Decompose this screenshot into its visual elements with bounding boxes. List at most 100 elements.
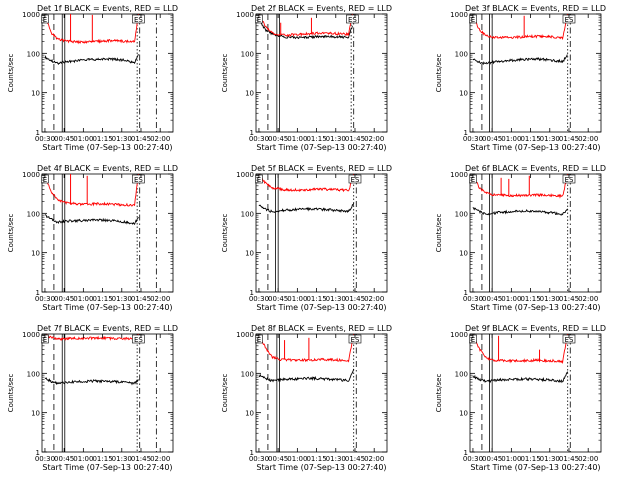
y-tick-label: 100 (27, 50, 40, 58)
y-axis-label: Counts/sec (435, 214, 443, 253)
x-tick-label: 02:00 (364, 455, 384, 463)
marker-label: E (257, 176, 261, 184)
x-tick-label: 01:00 (501, 295, 521, 303)
x-tick-label: 01:30 (540, 455, 560, 463)
x-axis-label: Start Time (07-Sep-13 00:27:40) (256, 463, 386, 472)
x-tick-label: 01:00 (501, 135, 521, 143)
x-tick-label: 01:00 (287, 295, 307, 303)
y-tick-label: 100 (455, 210, 468, 218)
x-axis-label: Start Time (07-Sep-13 00:27:40) (42, 143, 172, 152)
series-line-lld (258, 173, 355, 193)
y-tick-label: 10 (31, 90, 40, 98)
y-axis-label: Counts/sec (221, 54, 229, 93)
x-axis-label: Start Time (07-Sep-13 00:27:40) (42, 463, 172, 472)
x-tick-label: 00:30 (35, 135, 55, 143)
x-tick-label: 01:00 (73, 455, 93, 463)
plot-frame (41, 333, 174, 453)
detector-panel-5: E ES 1 10 100 1000 00:30 00:45 01:00 01:15 01:30 01… (221, 164, 392, 312)
marker-label: ES (351, 176, 360, 184)
y-axis-label: Counts/sec (221, 214, 229, 253)
x-tick-label: 00:30 (249, 455, 269, 463)
series-line-events (258, 368, 355, 383)
series-line-events (44, 214, 139, 226)
marker-box (132, 334, 145, 344)
y-tick-label: 1 (250, 449, 254, 457)
x-tick-label: 01:00 (287, 135, 307, 143)
marker-label: E (257, 336, 261, 344)
plot-frame (255, 173, 388, 293)
x-tick-label: 00:45 (54, 295, 74, 303)
y-tick-label: 10 (31, 410, 40, 418)
x-tick-label: 01:45 (345, 295, 365, 303)
series-line-lld (44, 173, 139, 207)
x-tick-label: 00:30 (463, 455, 483, 463)
marker-label: E (471, 16, 475, 24)
x-tick-label: 01:15 (306, 135, 326, 143)
x-tick-label: 02:00 (150, 455, 170, 463)
y-tick-label: 1000 (236, 171, 254, 179)
x-tick-label: 01:15 (520, 295, 540, 303)
y-tick-label: 1 (464, 129, 468, 137)
x-tick-label: 01:00 (287, 455, 307, 463)
x-tick-label: 01:30 (112, 135, 132, 143)
x-tick-label: 01:15 (520, 455, 540, 463)
x-tick-label: 01:45 (131, 135, 151, 143)
y-axis-label: Counts/sec (435, 374, 443, 413)
y-tick-label: 1000 (22, 11, 40, 19)
y-tick-label: 1 (36, 289, 40, 297)
x-tick-label: 02:00 (578, 455, 598, 463)
x-tick-label: 01:00 (73, 135, 93, 143)
x-tick-label: 00:45 (268, 455, 288, 463)
y-tick-label: 1000 (450, 171, 468, 179)
x-tick-label: 00:30 (463, 295, 483, 303)
plot-frame (255, 13, 388, 133)
series-line-events (472, 371, 569, 384)
y-axis-label: Counts/sec (435, 54, 443, 93)
panel-title: Det 1f BLACK = Events, RED = LLD (37, 4, 178, 13)
x-tick-label: 01:45 (131, 295, 151, 303)
plot-frame (255, 333, 388, 453)
x-tick-label: 01:30 (540, 295, 560, 303)
x-axis-label: Start Time (07-Sep-13 00:27:40) (42, 303, 172, 312)
series-line-lld (472, 173, 569, 199)
series-line-lld (44, 333, 139, 342)
panel-title: Det 7f BLACK = Events, RED = LLD (37, 324, 178, 333)
x-tick-label: 02:00 (364, 295, 384, 303)
y-axis-label: Counts/sec (7, 54, 15, 93)
detector-panel-7: E ES 1 10 100 1000 00:30 00:45 01:00 01:15 01:30 01… (7, 324, 178, 472)
x-tick-label: 00:45 (482, 295, 502, 303)
marker-label: ES (351, 336, 360, 344)
x-tick-label: 01:15 (306, 295, 326, 303)
series-line-lld (472, 13, 569, 41)
marker-label: E (43, 176, 47, 184)
panel-title: Det 3f BLACK = Events, RED = LLD (465, 4, 606, 13)
x-tick-label: 02:00 (578, 135, 598, 143)
y-tick-label: 1 (464, 449, 468, 457)
series-line-lld (258, 13, 353, 38)
plot-frame (41, 13, 174, 133)
x-tick-label: 01:45 (559, 135, 579, 143)
marker-label: ES (565, 176, 574, 184)
y-tick-label: 1000 (450, 331, 468, 339)
x-tick-label: 01:30 (326, 135, 346, 143)
x-tick-label: 01:30 (326, 295, 346, 303)
x-tick-label: 00:45 (268, 295, 288, 303)
y-tick-label: 100 (455, 50, 468, 58)
detector-panel-8: E ES 1 10 100 1000 00:30 00:45 01:00 01:15 01:30 01… (221, 324, 392, 472)
x-tick-label: 00:45 (482, 135, 502, 143)
y-tick-label: 1 (36, 129, 40, 137)
x-tick-label: 01:30 (112, 455, 132, 463)
panel-title: Det 6f BLACK = Events, RED = LLD (465, 164, 606, 173)
plot-frame (41, 173, 174, 293)
x-tick-label: 01:15 (520, 135, 540, 143)
x-tick-label: 02:00 (150, 135, 170, 143)
x-axis-label: Start Time (07-Sep-13 00:27:40) (256, 303, 386, 312)
x-tick-label: 02:00 (364, 135, 384, 143)
x-tick-label: 01:30 (540, 135, 560, 143)
series-line-lld (258, 333, 355, 363)
x-tick-label: 00:45 (482, 455, 502, 463)
y-tick-label: 10 (459, 250, 468, 258)
x-tick-label: 00:30 (249, 295, 269, 303)
marker-label: ES (134, 16, 143, 24)
series-line-events (472, 206, 568, 216)
